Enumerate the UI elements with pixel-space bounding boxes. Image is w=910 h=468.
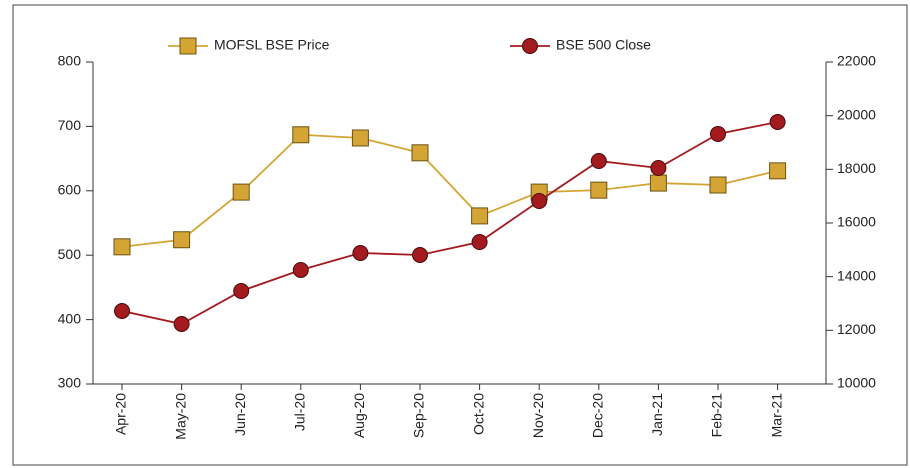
legend-label: BSE 500 Close [556,37,651,53]
data-point [411,144,429,162]
x-tick-label: Nov-20 [530,393,546,438]
x-tick-label: Feb-21 [709,393,725,438]
data-point [352,244,369,261]
series-line [121,121,778,325]
y2-tick-label: 14000 [837,267,876,283]
y-tick-label: 800 [58,53,82,69]
data-point [233,282,250,299]
frame [12,4,908,466]
x-tick-label: Jun-20 [232,393,248,436]
data-point [113,238,131,256]
data-point [649,174,667,192]
data-point [412,246,428,263]
x-tick-label: Aug-20 [351,393,367,438]
data-point [292,126,310,144]
data-point [769,162,787,180]
data-point [471,233,488,250]
data-point [650,159,667,176]
data-point [471,207,489,225]
y-tick-label: 600 [58,182,82,198]
data-point [769,113,786,130]
data-point [114,303,130,320]
x-tick-label: Oct-20 [470,393,486,435]
legend-marker [522,38,538,54]
data-point [590,181,608,199]
data-point [292,261,309,278]
y2-tick-label: 10000 [837,375,876,391]
data-point [710,125,726,142]
y2-tick-label: 12000 [837,321,876,337]
y2-tick-label: 20000 [837,106,876,122]
x-tick-label: May-20 [172,393,188,440]
y-tick-label: 500 [58,246,82,262]
data-point [173,316,190,333]
y2-tick-label: 22000 [837,53,876,69]
data-point [351,129,369,147]
y2-tick-label: 18000 [837,160,876,176]
legend-label: MOFSL BSE Price [214,37,330,53]
data-point [590,152,607,169]
legend-marker [179,37,197,55]
data-point [531,192,548,209]
series-line [121,133,778,248]
data-point [709,176,727,194]
y-tick-label: 400 [58,310,82,326]
x-tick-label: Dec-20 [590,393,606,438]
x-tick-label: Sep-20 [411,393,427,438]
x-tick-label: Jan-21 [649,393,665,436]
y-tick-label: 300 [58,375,82,391]
data-point [173,231,191,249]
data-point [232,183,250,201]
y2-tick-label: 16000 [837,214,876,230]
x-tick-label: Jul-20 [292,393,308,431]
x-tick-label: Apr-20 [113,393,129,435]
x-tick-label: Mar-21 [768,393,784,438]
y-tick-label: 700 [58,117,82,133]
